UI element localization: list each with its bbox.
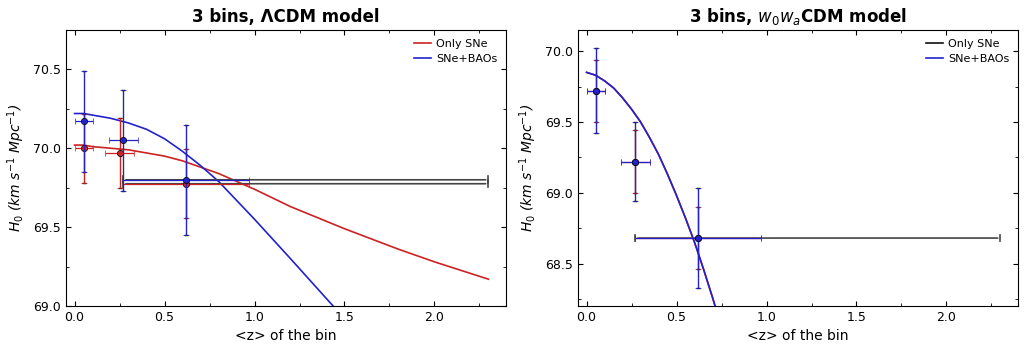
X-axis label: <z> of the bin: <z> of the bin: [748, 329, 849, 343]
Y-axis label: $H_0$ (km s$^{-1}$ Mpc$^{-1}$): $H_0$ (km s$^{-1}$ Mpc$^{-1}$): [517, 104, 540, 232]
Title: 3 bins, ΛCDM model: 3 bins, ΛCDM model: [193, 8, 380, 25]
Legend: Only SNe, SNe+BAOs: Only SNe, SNe+BAOs: [923, 36, 1013, 68]
Y-axis label: $H_0$ (km s$^{-1}$ Mpc$^{-1}$): $H_0$ (km s$^{-1}$ Mpc$^{-1}$): [5, 104, 28, 232]
Title: 3 bins, $w_0w_a$CDM model: 3 bins, $w_0w_a$CDM model: [689, 6, 907, 27]
Legend: Only SNe, SNe+BAOs: Only SNe, SNe+BAOs: [411, 36, 501, 68]
X-axis label: <z> of the bin: <z> of the bin: [236, 329, 337, 343]
